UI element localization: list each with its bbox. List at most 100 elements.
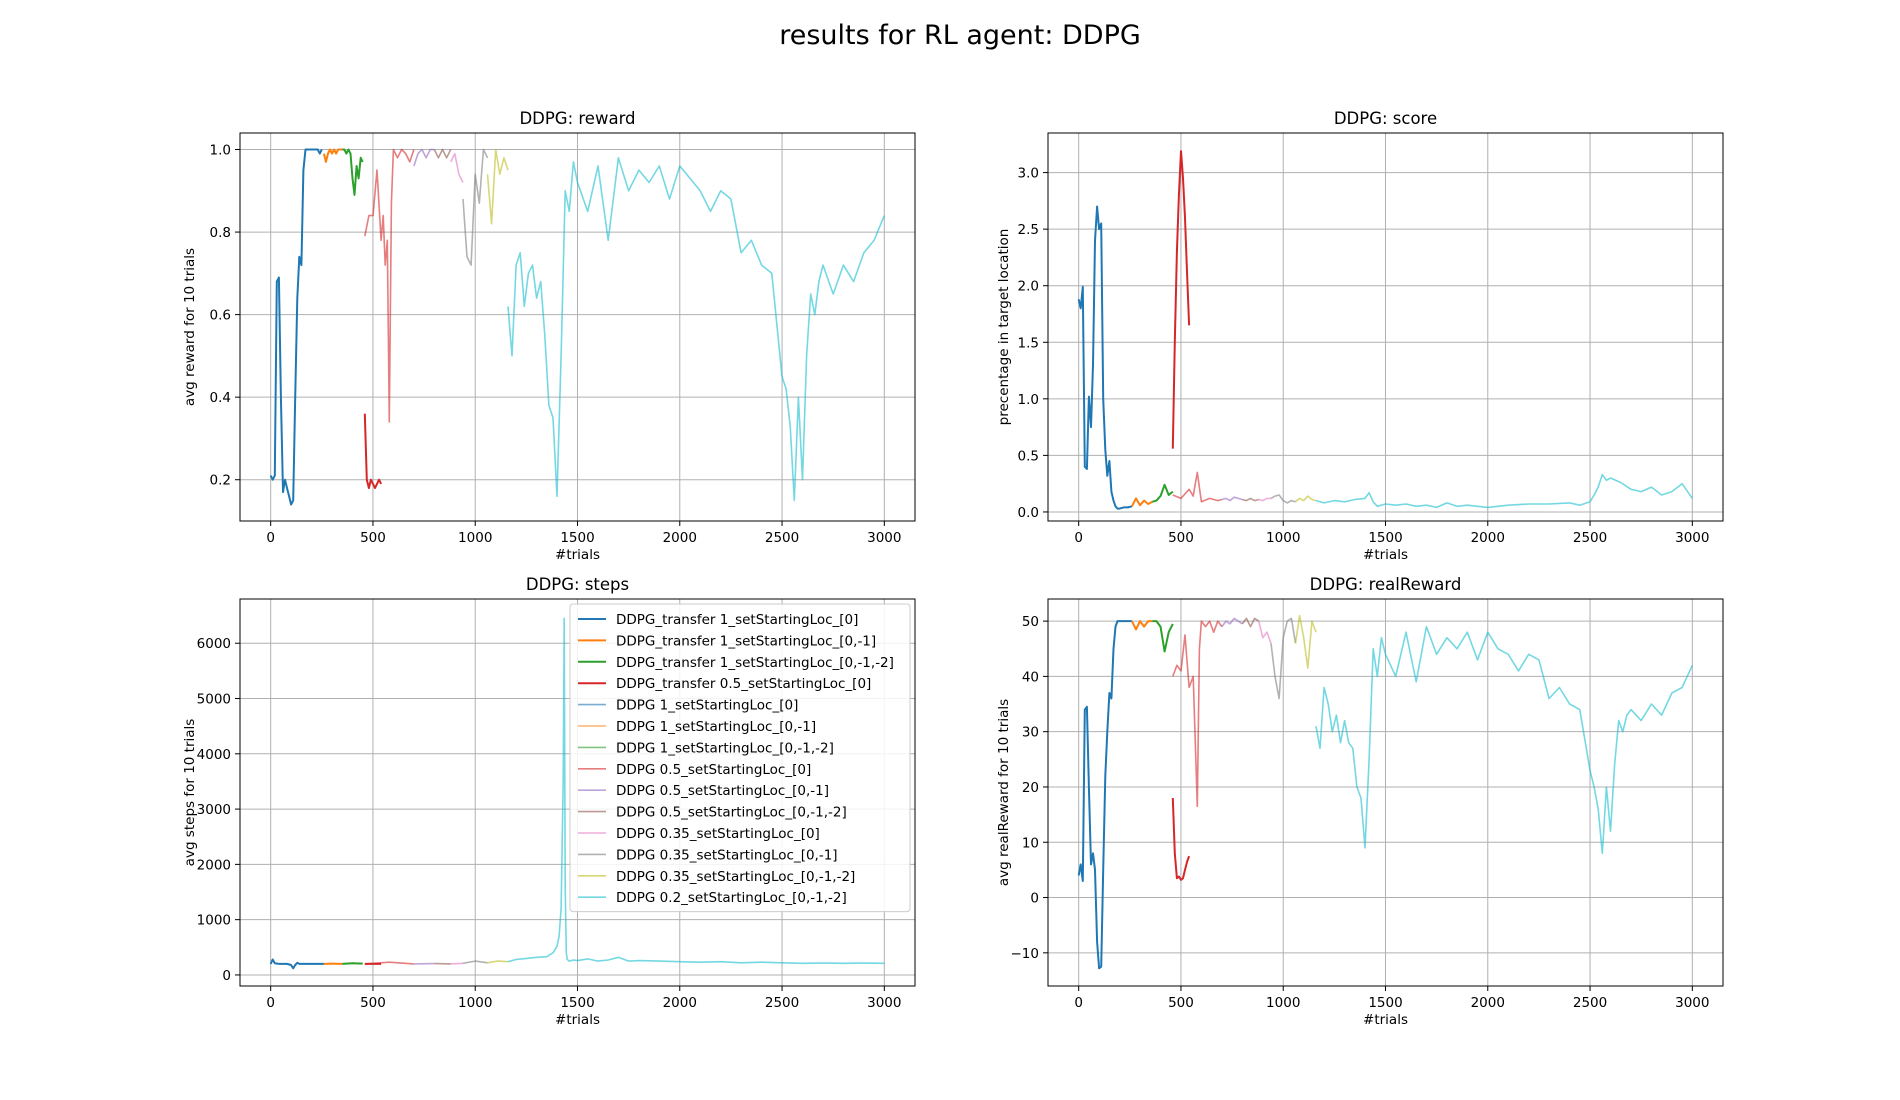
legend-label: DDPG 0.35_setStartingLoc_[0] [616,826,820,842]
legend-label: DDPG 0.5_setStartingLoc_[0,-1,-2] [616,805,847,821]
x-tick-label: 1000 [1266,995,1300,1011]
x-tick-label: 3000 [1675,530,1709,546]
x-tick-label: 0 [1074,530,1083,546]
y-tick-label: 40 [1022,669,1039,685]
x-tick-label: 2000 [1471,530,1505,546]
legend-label: DDPG 1_setStartingLoc_[0,-1,-2] [616,740,834,756]
x-tick-label: 500 [1168,995,1194,1011]
x-tick-label: 1500 [560,995,594,1011]
series-line [1172,620,1223,808]
x-tick-label: 1500 [1368,530,1402,546]
x-tick-label: 2500 [1573,530,1607,546]
series-line [1077,620,1132,970]
y-tick-label: 10 [1022,835,1039,851]
series-line [342,962,363,965]
y-tick-label: 2000 [197,857,231,873]
legend-label: DDPG_transfer 1_setStartingLoc_[0,-1] [616,633,876,649]
y-tick-label: 0.5 [1018,448,1039,464]
subplot-realreward: 0 500 1000 1500 2000 2500 3000 −10 0 10 20 30 40 50 DD… [996,575,1724,1028]
series-line [269,958,324,970]
figure-title: results for RL agent: DDPG [779,20,1141,51]
series-group [269,617,885,970]
series-line [269,148,323,506]
series-line [1077,205,1133,510]
subplot-title: DDPG: reward [519,109,635,128]
subplot-title: DDPG: steps [526,575,629,594]
subplot-title: DDPG: score [1334,109,1437,128]
series-line [1258,497,1271,502]
x-tick-label: 1000 [458,995,492,1011]
series-line [1315,473,1693,509]
legend-label: DDPG 0.5_setStartingLoc_[0] [616,762,811,778]
x-tick-label: 3000 [867,530,901,546]
series-line [342,148,364,196]
x-tick-label: 0 [266,530,275,546]
x-axis-label: #trials [555,1012,600,1028]
x-axis-label: #trials [1363,547,1408,563]
series-line [1152,620,1174,653]
series-line [1315,625,1694,855]
series-line [413,148,435,167]
y-tick-label: 20 [1022,780,1039,796]
x-tick-label: 1000 [1266,530,1300,546]
series-line [507,617,885,965]
y-tick-label: 0 [1030,891,1039,907]
y-tick-label: 0.2 [210,473,231,489]
y-axis-label: avg steps for 10 trials [182,719,198,867]
legend-box [569,603,911,913]
x-tick-label: 2500 [765,530,799,546]
series-line [364,148,415,423]
series-line [433,148,452,159]
series-line [449,152,464,183]
subplot-title: DDPG: realReward [1310,575,1462,594]
y-axis-label: avg reward for 10 trials [182,248,198,406]
legend-label: DDPG 0.2_setStartingLoc_[0,-1,-2] [616,890,847,906]
series-line [1241,617,1260,628]
x-tick-label: 0 [266,995,275,1011]
series-line [1257,620,1272,644]
y-tick-label: 3.0 [1018,166,1039,182]
legend-label: DDPG 0.5_setStartingLoc_[0,-1] [616,783,829,799]
series-line [364,961,414,965]
series-group [269,148,886,506]
y-axis-label: precentage in target location [996,229,1012,426]
y-tick-label: 1.5 [1018,335,1039,351]
y-tick-label: −10 [1011,946,1040,962]
y-tick-label: 2.0 [1018,279,1039,295]
x-axis-label: #trials [1363,1012,1408,1028]
y-tick-label: 0.6 [210,308,231,324]
legend-label: DDPG 1_setStartingLoc_[0,-1] [616,719,816,735]
x-tick-label: 1000 [458,530,492,546]
series-line [1242,497,1259,502]
series-line [1270,617,1297,700]
y-tick-label: 1.0 [1018,392,1039,408]
x-tick-label: 2500 [1573,995,1607,1011]
y-tick-label: 30 [1022,725,1039,741]
series-line [1270,494,1296,504]
legend-label: DDPG_transfer 0.5_setStartingLoc_[0] [616,676,871,692]
series-group [1077,150,1693,510]
x-tick-label: 0 [1074,995,1083,1011]
series-line [1152,483,1174,503]
y-tick-label: 0 [222,968,231,984]
subplot-reward: 0 500 1000 1500 2000 2500 3000 0.2 0.4 0.6 0.8 1.0 D… [182,109,916,563]
subplot-score: 0 500 1000 1500 2000 2500 3000 0.0 0.5 1.0 1.5 2.0 2… [996,109,1724,563]
x-tick-label: 1500 [560,530,594,546]
series-line [1131,620,1153,631]
legend: DDPG_transfer 1_setStartingLoc_[0] DDPG_t… [569,603,911,913]
series-line [363,413,383,489]
legend-label: DDPG_transfer 1_setStartingLoc_[0] [616,612,858,628]
series-line [1221,496,1243,502]
x-tick-label: 2000 [663,995,697,1011]
series-line [1171,150,1191,449]
x-axis-label: #trials [555,547,600,563]
x-tick-label: 3000 [867,995,901,1011]
x-tick-label: 2000 [663,530,697,546]
series-line [487,960,509,964]
legend-label: DDPG 0.35_setStartingLoc_[0,-1] [616,847,838,863]
y-tick-label: 50 [1022,614,1039,630]
series-line [450,962,464,965]
x-tick-label: 2500 [765,995,799,1011]
series-line [1131,497,1153,507]
